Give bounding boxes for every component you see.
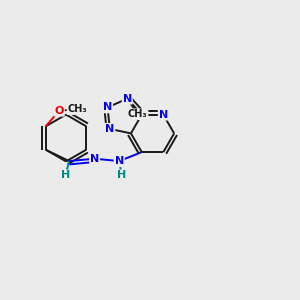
Text: N: N: [105, 124, 114, 134]
Text: H: H: [61, 170, 70, 181]
Text: N: N: [115, 156, 124, 166]
Text: O: O: [55, 106, 64, 116]
Text: N: N: [159, 110, 168, 120]
Text: CH₃: CH₃: [128, 109, 148, 119]
Text: N: N: [103, 102, 112, 112]
Text: N: N: [123, 94, 132, 103]
Text: CH₃: CH₃: [68, 104, 87, 114]
Text: H: H: [117, 170, 126, 181]
Text: N: N: [90, 154, 99, 164]
